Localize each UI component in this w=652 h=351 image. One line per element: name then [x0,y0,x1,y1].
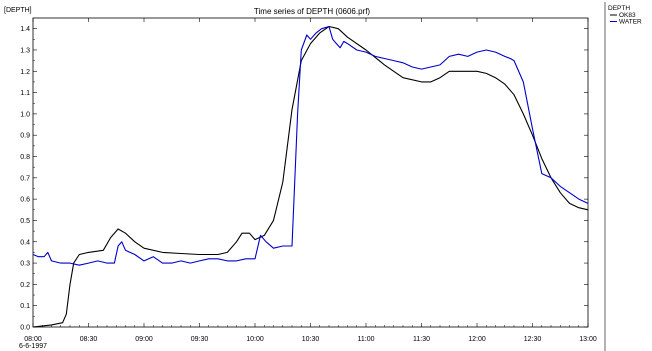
chart-title: Time series of DEPTH (0606.prf) [254,7,371,16]
x-tick-label: 10:00 [246,336,264,343]
x-tick-label: 12:00 [468,336,486,343]
series-layer [32,25,589,328]
y-tick-label: 1.4 [20,26,30,33]
y-tick-label: 0.8 [20,154,30,161]
y-tick-label: 1.0 [20,111,30,118]
x-axis-date-label: 6-6-1997 [19,343,47,350]
x-tick-label: 09:30 [191,336,209,343]
legend-title: DEPTH [608,5,630,12]
x-tick-label: 11:30 [413,336,430,343]
y-tick-label: 0.6 [20,197,30,204]
legend-label-ok83: OK83 [619,12,636,19]
x-axis: 08:00 08:30 09:00 09:30 10:00 10:30 11:00 11:30… [24,18,597,343]
x-tick-label: 10:30 [302,336,320,343]
series-line-ok83 [32,25,589,328]
series-line-water [32,25,589,266]
y-tick-label: 0.2 [20,282,30,289]
y-tick-label: 0.5 [20,218,30,225]
legend-label-water: WATER [619,19,642,26]
y-tick-label: 1.3 [20,47,30,54]
y-tick-label: 0.1 [20,303,30,310]
x-tick-label: 11:00 [358,336,375,343]
x-tick-label: 13:00 [579,336,597,343]
y-tick-label: 0.0 [20,325,30,332]
y-tick-label: 0.3 [20,261,30,268]
y-tick-label: 0.7 [20,175,30,182]
y-tick-label: 0.9 [20,133,30,140]
y-tick-label: 1.1 [20,90,30,97]
y-axis: 0.0 0.1 0.2 0.3 0.4 0.5 0.6 0.7 0.8 0.9 1.0 1.1 1.2 1… [20,26,588,332]
x-tick-label: 08:30 [80,336,98,343]
x-tick-label: 08:00 [24,336,42,343]
y-tick-label: 1.2 [20,69,30,76]
x-tick-label: 09:00 [135,336,153,343]
x-tick-label: 12:30 [524,336,542,343]
y-tick-label: 0.4 [20,239,30,246]
y-axis-label: [DEPTH] [4,7,32,14]
